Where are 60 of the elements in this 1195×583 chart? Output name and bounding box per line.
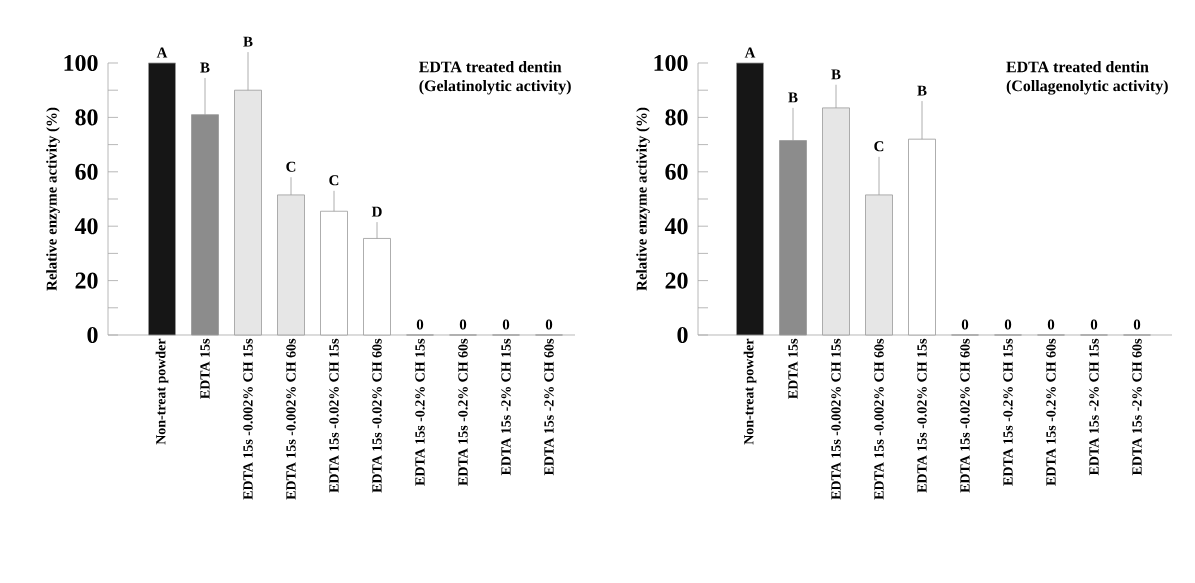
x-tick-label: EDTA 15s -2% CH 15s (1089, 338, 1099, 476)
y-tick-label: 60 (665, 163, 688, 180)
text: (Gelatinolytic activity) (419, 80, 571, 95)
chart-title: EDTA treated dentin (1006, 61, 1149, 73)
x-tick-label: EDTA 15s -0.002% CH 60s (286, 338, 296, 500)
data-label: 0 (1133, 319, 1141, 330)
annotation: C (329, 175, 339, 186)
chart-title: EDTA treated dentin (419, 61, 562, 73)
x-tick-label: EDTA 15s -0.002% CH 15s (831, 338, 841, 500)
annotation: B (243, 36, 253, 47)
bar (736, 62, 764, 336)
x-tick-label: EDTA 15s -0.02% CH 15s (329, 338, 339, 493)
annotation: A (156, 47, 168, 58)
data-label: 0 (502, 319, 510, 330)
y-axis-title: Relative enzyme activity (%) (636, 107, 650, 291)
y-tick-label: 60 (75, 163, 98, 180)
annotation: A (744, 47, 756, 58)
y-axis-title: Relative enzyme activity (%) (46, 107, 60, 291)
x-tick-label: EDTA 15s -2% CH 15s (501, 338, 511, 476)
x-tick-label: EDTA 15s -0.02% CH 60s (960, 338, 970, 493)
y-tick-label: 40 (74, 218, 98, 235)
x-tick-label: EDTA 15s -0.02% CH 60s (372, 338, 382, 493)
annotation: C (874, 141, 884, 152)
y-tick-label: 0 (87, 326, 98, 344)
annotation: B (831, 69, 841, 80)
x-tick-label: EDTA 15s -2% CH 60s (544, 338, 554, 476)
x-tick-label: Non-treat powder (743, 338, 757, 445)
x-tick-label: EDTA 15s -0.2% CH 15s (415, 338, 425, 486)
text: (Collagenolytic activity) (1006, 80, 1168, 95)
y-tick-label: 80 (75, 109, 98, 126)
data-label: 0 (1090, 319, 1098, 330)
x-tick-label: EDTA 15s -0.002% CH 60s (874, 338, 884, 500)
y-tick-label: 80 (665, 109, 688, 126)
annotation: B (788, 92, 798, 103)
x-tick-label: EDTA 15s -2% CH 60s (1132, 338, 1142, 476)
x-tick-label: EDTA 15s (200, 338, 210, 399)
data-label: 0 (545, 319, 553, 330)
y-tick-label: 20 (75, 272, 98, 289)
y-tick-label: 0 (677, 326, 688, 344)
annotation: B (917, 85, 927, 96)
data-label: 0 (416, 319, 424, 330)
bar (148, 62, 176, 336)
x-tick-label: Non-treat powder (155, 338, 169, 445)
annotation: D (371, 206, 382, 217)
x-tick-label: EDTA 15s -0.2% CH 60s (1046, 338, 1056, 486)
x-tick-label: EDTA 15s (788, 338, 798, 399)
x-tick-label: EDTA 15s -0.02% CH 15s (917, 338, 927, 493)
annotation: C (286, 161, 296, 172)
data-label: 0 (961, 319, 969, 330)
y-tick-label: 100 (64, 54, 98, 72)
x-tick-label: EDTA 15s -0.002% CH 15s (243, 338, 253, 500)
data-label: 0 (1047, 319, 1055, 330)
x-tick-label: EDTA 15s -0.2% CH 60s (458, 338, 468, 486)
x-tick-label: EDTA 15s -0.2% CH 15s (1003, 338, 1013, 486)
annotation: B (200, 62, 210, 73)
data-label: 0 (1004, 319, 1012, 330)
y-tick-label: 100 (654, 54, 688, 72)
y-tick-label: 40 (664, 218, 688, 235)
y-tick-label: 20 (665, 272, 688, 289)
data-label: 0 (459, 319, 467, 330)
